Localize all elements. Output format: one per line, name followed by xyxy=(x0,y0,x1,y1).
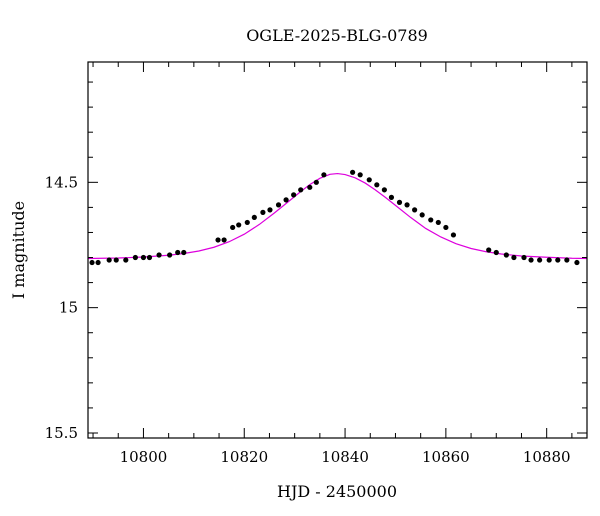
data-point xyxy=(350,169,356,175)
data-point xyxy=(404,202,410,208)
data-point xyxy=(450,232,457,238)
x-tick-label: 10820 xyxy=(220,448,268,466)
data-point xyxy=(175,249,181,256)
x-axis-label: HJD - 2450000 xyxy=(277,482,397,501)
data-point xyxy=(251,214,257,221)
axes: 10800 10820 10840 10860 10880 14.5 15 15.5 xyxy=(45,62,587,466)
data-point xyxy=(511,254,517,261)
data-point xyxy=(374,182,380,188)
data-point xyxy=(412,207,418,213)
y-tick-label: 15 xyxy=(59,299,78,317)
data-point xyxy=(419,212,425,218)
data-point xyxy=(396,199,403,205)
data-point xyxy=(388,194,395,200)
data-point xyxy=(503,252,509,258)
data-point xyxy=(123,257,129,263)
data-point xyxy=(236,222,242,228)
data-point xyxy=(366,177,372,183)
plot-area xyxy=(87,169,588,266)
data-point xyxy=(113,257,119,263)
data-point xyxy=(181,249,187,256)
data-point xyxy=(89,259,95,266)
data-point xyxy=(221,237,227,243)
y-tick-label: 14.5 xyxy=(45,173,78,191)
data-point xyxy=(230,224,236,231)
data-point xyxy=(146,254,153,261)
x-tick-label: 10840 xyxy=(321,448,369,466)
y-tick-label: 15.5 xyxy=(45,424,78,442)
data-point xyxy=(357,172,363,178)
data-point xyxy=(428,217,434,223)
data-point xyxy=(493,249,499,256)
data-point xyxy=(313,179,319,185)
data-point xyxy=(275,202,282,208)
data-point xyxy=(521,254,527,261)
data-point xyxy=(260,209,266,215)
data-point xyxy=(95,259,101,266)
data-point xyxy=(307,184,313,190)
data-point xyxy=(267,207,273,213)
data-point xyxy=(486,247,492,253)
data-point xyxy=(106,257,112,263)
data-point xyxy=(537,257,543,263)
data-point xyxy=(167,252,173,258)
plot-frame xyxy=(87,61,588,439)
data-point xyxy=(215,237,221,243)
data-point xyxy=(132,254,138,261)
x-tick-label: 10860 xyxy=(422,448,470,466)
data-point xyxy=(291,192,297,198)
model-curve xyxy=(87,172,588,260)
data-point xyxy=(555,257,561,263)
data-point xyxy=(156,252,162,258)
data-point xyxy=(443,224,449,231)
data-point xyxy=(283,197,289,203)
data-point xyxy=(244,219,250,226)
data-point xyxy=(546,257,552,263)
x-tick-label: 10880 xyxy=(523,448,571,466)
data-point xyxy=(564,257,570,263)
y-axis-label: I magnitude xyxy=(9,201,28,299)
data-point xyxy=(574,259,580,266)
data-point xyxy=(528,257,534,263)
data-point xyxy=(321,172,327,178)
chart-title: OGLE-2025-BLG-0789 xyxy=(246,26,428,45)
data-point xyxy=(381,187,387,193)
data-point xyxy=(298,187,304,193)
data-point xyxy=(140,254,147,261)
x-tick-label: 10800 xyxy=(120,448,168,466)
data-point xyxy=(435,219,441,226)
